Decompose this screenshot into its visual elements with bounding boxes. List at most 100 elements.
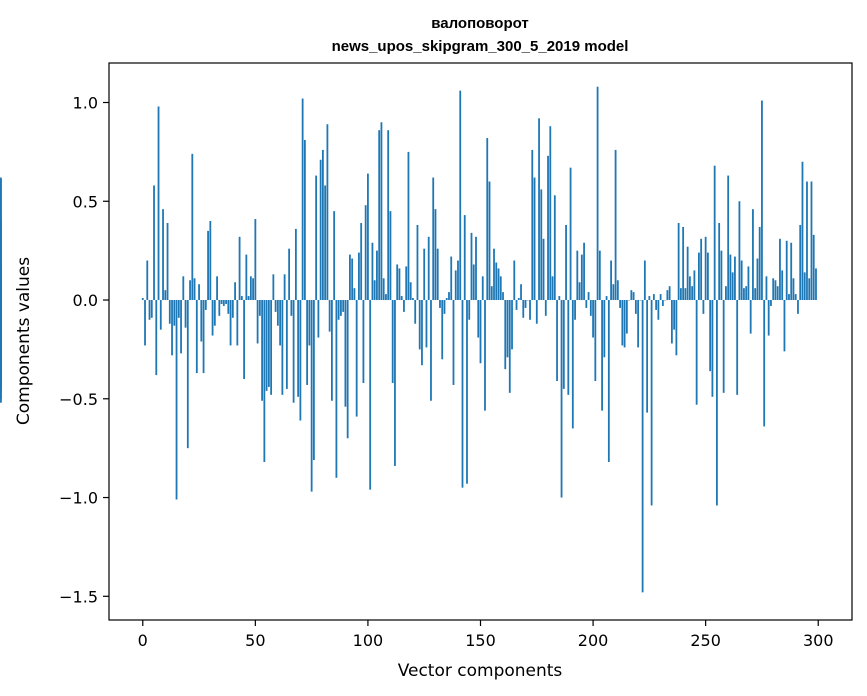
bar	[578, 282, 581, 301]
y-tick-label: −1.0	[59, 489, 98, 508]
bar	[754, 288, 757, 301]
bar	[346, 300, 349, 439]
bar	[391, 300, 394, 383]
bar	[171, 300, 173, 356]
bar	[684, 288, 687, 301]
bar	[675, 300, 678, 356]
bar	[695, 300, 698, 405]
bar	[173, 300, 176, 326]
bar	[405, 266, 408, 301]
bar	[272, 274, 275, 301]
bar	[209, 221, 212, 301]
bar	[761, 100, 763, 301]
bar	[704, 236, 707, 301]
bar	[623, 300, 626, 348]
bar	[716, 300, 718, 506]
bar	[788, 294, 790, 301]
bar	[373, 280, 376, 301]
bar	[283, 274, 286, 301]
bar	[488, 181, 491, 301]
bar	[731, 272, 734, 301]
bar	[427, 236, 430, 301]
bar	[655, 300, 658, 310]
bar	[448, 292, 450, 301]
bar	[585, 300, 588, 308]
bar	[781, 270, 784, 301]
bar	[353, 288, 356, 301]
bar	[790, 242, 793, 301]
bar	[155, 300, 158, 376]
bar	[200, 300, 203, 342]
bar	[625, 300, 628, 334]
bar	[432, 177, 435, 301]
bar	[486, 138, 489, 301]
bar	[445, 298, 448, 301]
bar	[186, 300, 189, 449]
bar	[560, 300, 563, 498]
bar	[204, 300, 207, 310]
bar	[562, 300, 565, 389]
bar	[553, 195, 556, 301]
bar	[607, 300, 610, 462]
bar	[734, 256, 736, 301]
bar	[702, 300, 705, 314]
bar	[303, 140, 306, 301]
bar	[312, 300, 315, 461]
bar	[398, 268, 401, 301]
bar	[331, 300, 333, 401]
bar	[538, 118, 540, 301]
bar	[711, 300, 714, 397]
bar	[189, 280, 191, 301]
bar	[589, 300, 592, 316]
bar	[414, 300, 417, 324]
bar	[641, 300, 644, 593]
bar	[439, 300, 441, 308]
bar	[358, 252, 360, 301]
bar	[529, 300, 531, 320]
bar-series	[0, 86, 817, 593]
bar	[643, 260, 646, 301]
bar	[614, 149, 617, 301]
bar	[292, 300, 295, 403]
bar	[310, 300, 313, 492]
x-tick-label: 0	[138, 631, 148, 650]
x-tick-label: 100	[353, 631, 384, 650]
bar	[175, 300, 178, 500]
bar	[443, 300, 446, 314]
bar	[267, 300, 270, 387]
bar	[479, 300, 482, 364]
bar	[720, 250, 723, 301]
bar	[580, 254, 583, 301]
bar	[481, 276, 484, 301]
bar	[159, 300, 162, 330]
bar	[799, 224, 802, 301]
chart-title-line-1: валоповорот	[431, 15, 529, 32]
bar	[490, 286, 493, 301]
bar	[0, 294, 2, 301]
bar	[166, 222, 169, 301]
bar	[682, 226, 685, 301]
bar	[452, 300, 455, 385]
bar	[276, 300, 279, 326]
x-axis: 0 50 100 150 200 250 300	[138, 620, 834, 650]
bar	[290, 300, 293, 316]
bar	[686, 246, 689, 301]
bar	[247, 296, 250, 301]
bar	[238, 236, 241, 301]
bar	[263, 300, 266, 462]
bar	[544, 300, 547, 316]
bar	[319, 159, 322, 301]
bar	[691, 286, 694, 301]
bar	[668, 286, 671, 301]
bar	[598, 250, 601, 301]
bar	[231, 300, 234, 318]
bar	[594, 300, 597, 381]
bar	[592, 300, 594, 338]
y-tick-label: −0.5	[59, 390, 98, 409]
bar	[794, 294, 797, 301]
bar	[785, 240, 788, 301]
bar	[673, 300, 676, 330]
bar	[698, 252, 700, 301]
bar	[400, 296, 403, 301]
bar	[463, 215, 466, 301]
